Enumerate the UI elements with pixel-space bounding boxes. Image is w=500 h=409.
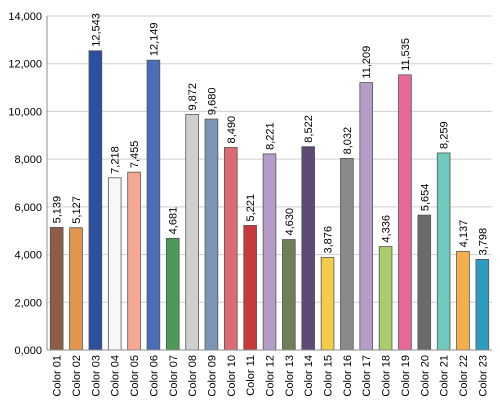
bar [320, 257, 335, 351]
bar [243, 225, 257, 351]
category-label: Color 13 [284, 355, 296, 397]
bar [165, 237, 180, 351]
bar [146, 59, 161, 351]
data-label: 5,127 [71, 196, 83, 224]
y-tick-label: 8,000 [14, 154, 42, 166]
bar [340, 157, 354, 351]
data-label: 3,798 [477, 228, 489, 256]
data-label: 5,221 [245, 194, 257, 222]
y-tick-label: 12,000 [8, 59, 42, 71]
category-label: Color 12 [265, 355, 277, 397]
bar [49, 226, 64, 351]
category-label: Color 14 [303, 355, 315, 397]
bar [456, 250, 470, 351]
category-label: Color 15 [323, 355, 335, 397]
category-label: Color 01 [52, 355, 64, 397]
category-label: Color 21 [439, 355, 451, 397]
data-label: 5,654 [419, 184, 431, 212]
data-label: 3,876 [323, 226, 335, 254]
bar [301, 146, 315, 351]
data-label: 8,490 [226, 116, 238, 144]
bar [262, 153, 277, 351]
bar [359, 82, 374, 351]
category-label: Color 02 [71, 355, 83, 397]
data-label: 4,336 [381, 215, 393, 243]
data-label: 12,149 [148, 23, 160, 57]
data-label: 8,522 [303, 115, 315, 143]
category-label: Color 20 [419, 355, 431, 397]
data-label: 5,139 [52, 196, 64, 224]
category-label: Color 07 [168, 355, 180, 397]
category-label: Color 23 [477, 355, 489, 397]
category-label: Color 10 [226, 355, 238, 397]
data-labels: 5,139 5,127 12,543 7,218 7,455 12,149 4,681 9,8… [52, 13, 490, 255]
bar [69, 227, 83, 351]
data-label: 9,680 [206, 88, 218, 116]
data-label: 4,630 [284, 208, 296, 236]
category-label: Color 16 [342, 355, 354, 397]
y-tick-label: 0,000 [14, 345, 42, 357]
bar [398, 74, 412, 351]
bar [282, 239, 296, 351]
category-label: Color 03 [90, 355, 102, 397]
data-label: 12,543 [90, 13, 102, 47]
y-tick-label: 14,000 [8, 11, 42, 23]
y-axis-tick-labels: 0,000 2,000 4,000 6,000 8,000 10,000 12,000 14,… [8, 11, 42, 357]
data-label: 9,872 [187, 83, 199, 111]
y-tick-label: 2,000 [14, 297, 42, 309]
data-label: 8,221 [265, 122, 277, 150]
y-tick-label: 6,000 [14, 202, 42, 214]
bar [107, 177, 122, 351]
bar [475, 258, 490, 351]
y-tick-label: 4,000 [14, 250, 42, 262]
bar [88, 50, 103, 351]
bar [204, 118, 219, 351]
data-label: 11,535 [400, 38, 412, 71]
bar [417, 214, 432, 351]
category-label: Color 05 [129, 355, 141, 397]
category-label: Color 17 [361, 355, 373, 397]
bar [436, 152, 451, 351]
data-label: 11,209 [361, 46, 373, 79]
category-label: Color 18 [381, 355, 393, 397]
category-label: Color 19 [400, 355, 412, 397]
category-label: Color 11 [245, 355, 257, 396]
y-tick-label: 10,000 [8, 106, 42, 118]
data-label: 4,681 [168, 207, 180, 235]
data-label: 8,032 [342, 127, 354, 155]
data-label: 8,259 [439, 121, 451, 149]
bar [224, 147, 238, 351]
data-label: 7,455 [129, 141, 141, 169]
data-label: 7,218 [110, 146, 122, 174]
bar [378, 246, 393, 351]
category-label: Color 06 [148, 355, 160, 397]
category-label: Color 04 [110, 355, 122, 397]
data-label: 4,137 [458, 220, 470, 248]
category-label: Color 22 [458, 355, 470, 397]
category-label: Color 09 [206, 355, 218, 397]
x-axis-category-labels: Color 01 Color 02 Color 03 Color 04 Color 05… [52, 355, 490, 397]
bar [185, 114, 199, 351]
category-label: Color 08 [187, 355, 199, 397]
bar [127, 171, 141, 351]
